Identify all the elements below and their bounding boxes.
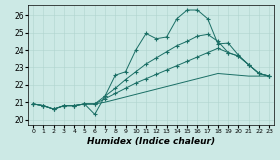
X-axis label: Humidex (Indice chaleur): Humidex (Indice chaleur) <box>87 137 215 146</box>
